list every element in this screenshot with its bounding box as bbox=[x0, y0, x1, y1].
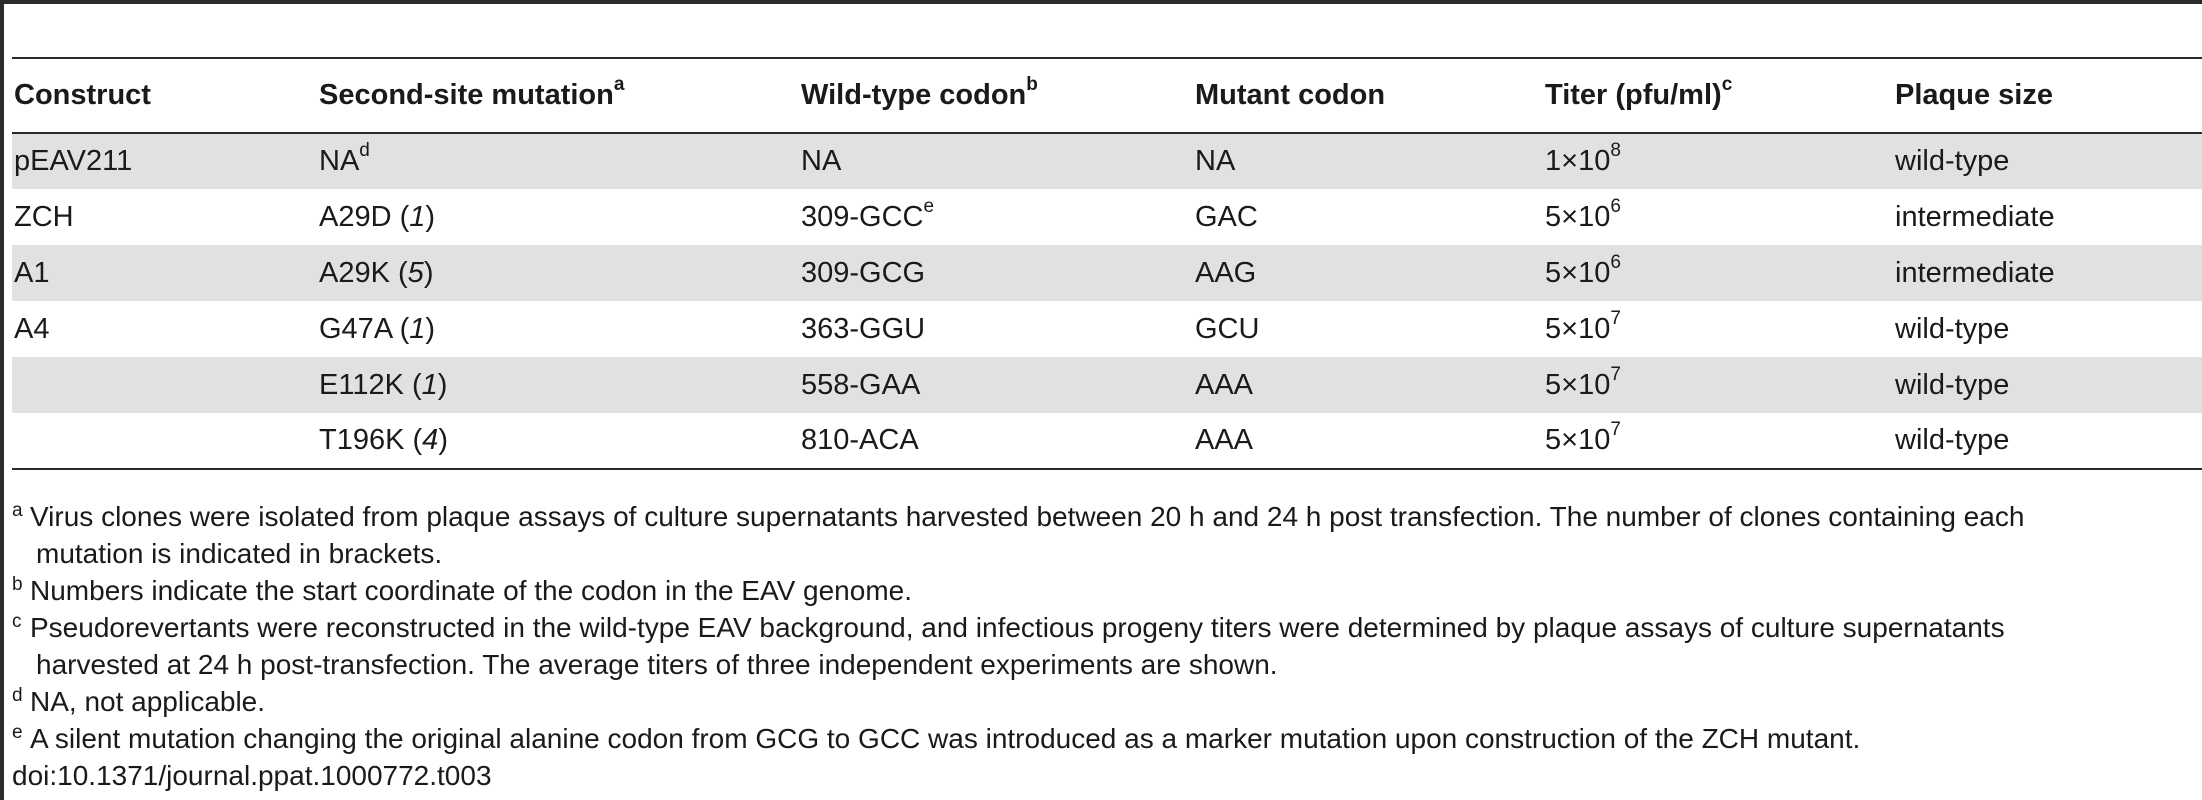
cell-wt-codon: NA bbox=[801, 145, 842, 177]
footnote-e: e A silent mutation changing the origina… bbox=[12, 720, 2192, 757]
cell-mutation: NAd bbox=[319, 140, 370, 177]
cell-titer: 5×106 bbox=[1545, 195, 1621, 233]
table-footnotes: a Virus clones were isolated from plaque… bbox=[12, 498, 2192, 794]
table-row: A1 A29K (5) 309-GCG AAG 5×106 intermedia… bbox=[12, 245, 2202, 301]
footnote-mark: b bbox=[12, 574, 23, 595]
header-construct: Construct bbox=[14, 79, 151, 111]
table-row: ZCH A29D (1) 309-GCCe GAC 5×106 intermed… bbox=[12, 189, 2202, 245]
table-row: pEAV211 NAd NA NA 1×108 wild-type bbox=[12, 133, 2202, 189]
cell-mutant-codon: AAA bbox=[1195, 368, 1254, 401]
cell-construct bbox=[12, 357, 317, 413]
cell-wt-codon: 309-GCG bbox=[801, 256, 926, 289]
cell-plaque-size: wild-type bbox=[1895, 145, 2010, 177]
footnote-text: Numbers indicate the start coordinate of… bbox=[30, 575, 912, 606]
cell-plaque-size: wild-type bbox=[1895, 424, 2010, 456]
cell-mutation: E112K (1) bbox=[319, 368, 448, 401]
data-table-container: Construct Second-site mutationa Wild-typ… bbox=[12, 57, 2202, 470]
cell-mutant-codon: AAG bbox=[1195, 256, 1257, 289]
cell-mutant-codon: GCU bbox=[1195, 312, 1260, 345]
footnote-text: Virus clones were isolated from plaque a… bbox=[30, 501, 2025, 532]
doi-link[interactable]: doi:10.1371/journal.ppat.1000772.t003 bbox=[12, 760, 492, 791]
footnote-text: A silent mutation changing the original … bbox=[30, 723, 1861, 754]
cell-titer: 5×107 bbox=[1545, 363, 1621, 401]
cell-wt-codon: 363-GGU bbox=[801, 312, 926, 345]
cell-titer: 5×106 bbox=[1545, 251, 1621, 289]
footnote-mark: e bbox=[12, 722, 23, 743]
footnote-text-continued: mutation is indicated in brackets. bbox=[36, 538, 443, 569]
footnote-c: c Pseudorevertants were reconstructed in… bbox=[12, 609, 2192, 683]
footnote-mark: d bbox=[12, 685, 23, 706]
footnote-d: d NA, not applicable. bbox=[12, 683, 2192, 720]
cell-titer: 1×108 bbox=[1545, 140, 1621, 177]
cell-construct: A1 bbox=[14, 256, 50, 289]
table-row: E112K (1) 558-GAA AAA 5×107 wild-type bbox=[12, 357, 2202, 413]
cell-construct: ZCH bbox=[14, 200, 74, 233]
cell-mutant-codon: GAC bbox=[1195, 200, 1258, 233]
footnote-text: NA, not applicable. bbox=[30, 686, 266, 717]
cell-plaque-size: wild-type bbox=[1895, 312, 2010, 345]
footnote-mark: a bbox=[12, 500, 23, 521]
cell-wt-codon: 810-ACA bbox=[801, 424, 919, 456]
footnote-b: b Numbers indicate the start coordinate … bbox=[12, 572, 2192, 609]
cell-construct bbox=[12, 413, 317, 469]
cell-mutation: G47A (1) bbox=[319, 312, 436, 345]
cell-mutation: A29K (5) bbox=[319, 256, 434, 289]
header-titer: Titer (pfu/ml)c bbox=[1545, 74, 1733, 111]
cell-titer: 5×107 bbox=[1545, 307, 1621, 345]
cell-wt-codon: 309-GCCe bbox=[801, 195, 935, 233]
cell-wt-codon: 558-GAA bbox=[801, 368, 921, 401]
header-mutant-codon: Mutant codon bbox=[1195, 79, 1386, 111]
header-plaque-size: Plaque size bbox=[1895, 79, 2053, 111]
footnote-text-continued: harvested at 24 h post-transfection. The… bbox=[36, 649, 1278, 680]
table-row: A4 G47A (1) 363-GGU GCU 5×107 wild-type bbox=[12, 301, 2202, 357]
footnote-text: Pseudorevertants were reconstructed in t… bbox=[30, 612, 2005, 643]
footnote-mark: c bbox=[12, 611, 22, 632]
cell-mutant-codon: AAA bbox=[1195, 424, 1254, 456]
cell-construct: A4 bbox=[14, 312, 50, 345]
mutation-titer-table: Construct Second-site mutationa Wild-typ… bbox=[12, 57, 2202, 470]
table-body: pEAV211 NAd NA NA 1×108 wild-type ZCH A2… bbox=[12, 133, 2202, 469]
header-row: Construct Second-site mutationa Wild-typ… bbox=[12, 58, 2202, 133]
table-row: T196K (4) 810-ACA AAA 5×107 wild-type bbox=[12, 413, 2202, 469]
cell-construct: pEAV211 bbox=[14, 145, 133, 177]
table-header: Construct Second-site mutationa Wild-typ… bbox=[12, 58, 2202, 133]
header-second-site-mutation: Second-site mutationa bbox=[319, 74, 625, 111]
cell-plaque-size: intermediate bbox=[1895, 200, 2055, 233]
footnote-a: a Virus clones were isolated from plaque… bbox=[12, 498, 2192, 572]
cell-mutant-codon: NA bbox=[1195, 145, 1236, 177]
cell-plaque-size: wild-type bbox=[1895, 368, 2010, 401]
left-border bbox=[0, 0, 4, 800]
cell-titer: 5×107 bbox=[1545, 419, 1621, 456]
cell-plaque-size: intermediate bbox=[1895, 256, 2055, 289]
header-wild-type-codon: Wild-type codonb bbox=[801, 74, 1038, 111]
top-border bbox=[0, 0, 2202, 4]
cell-mutation: T196K (4) bbox=[319, 424, 448, 456]
cell-mutation: A29D (1) bbox=[319, 200, 436, 233]
